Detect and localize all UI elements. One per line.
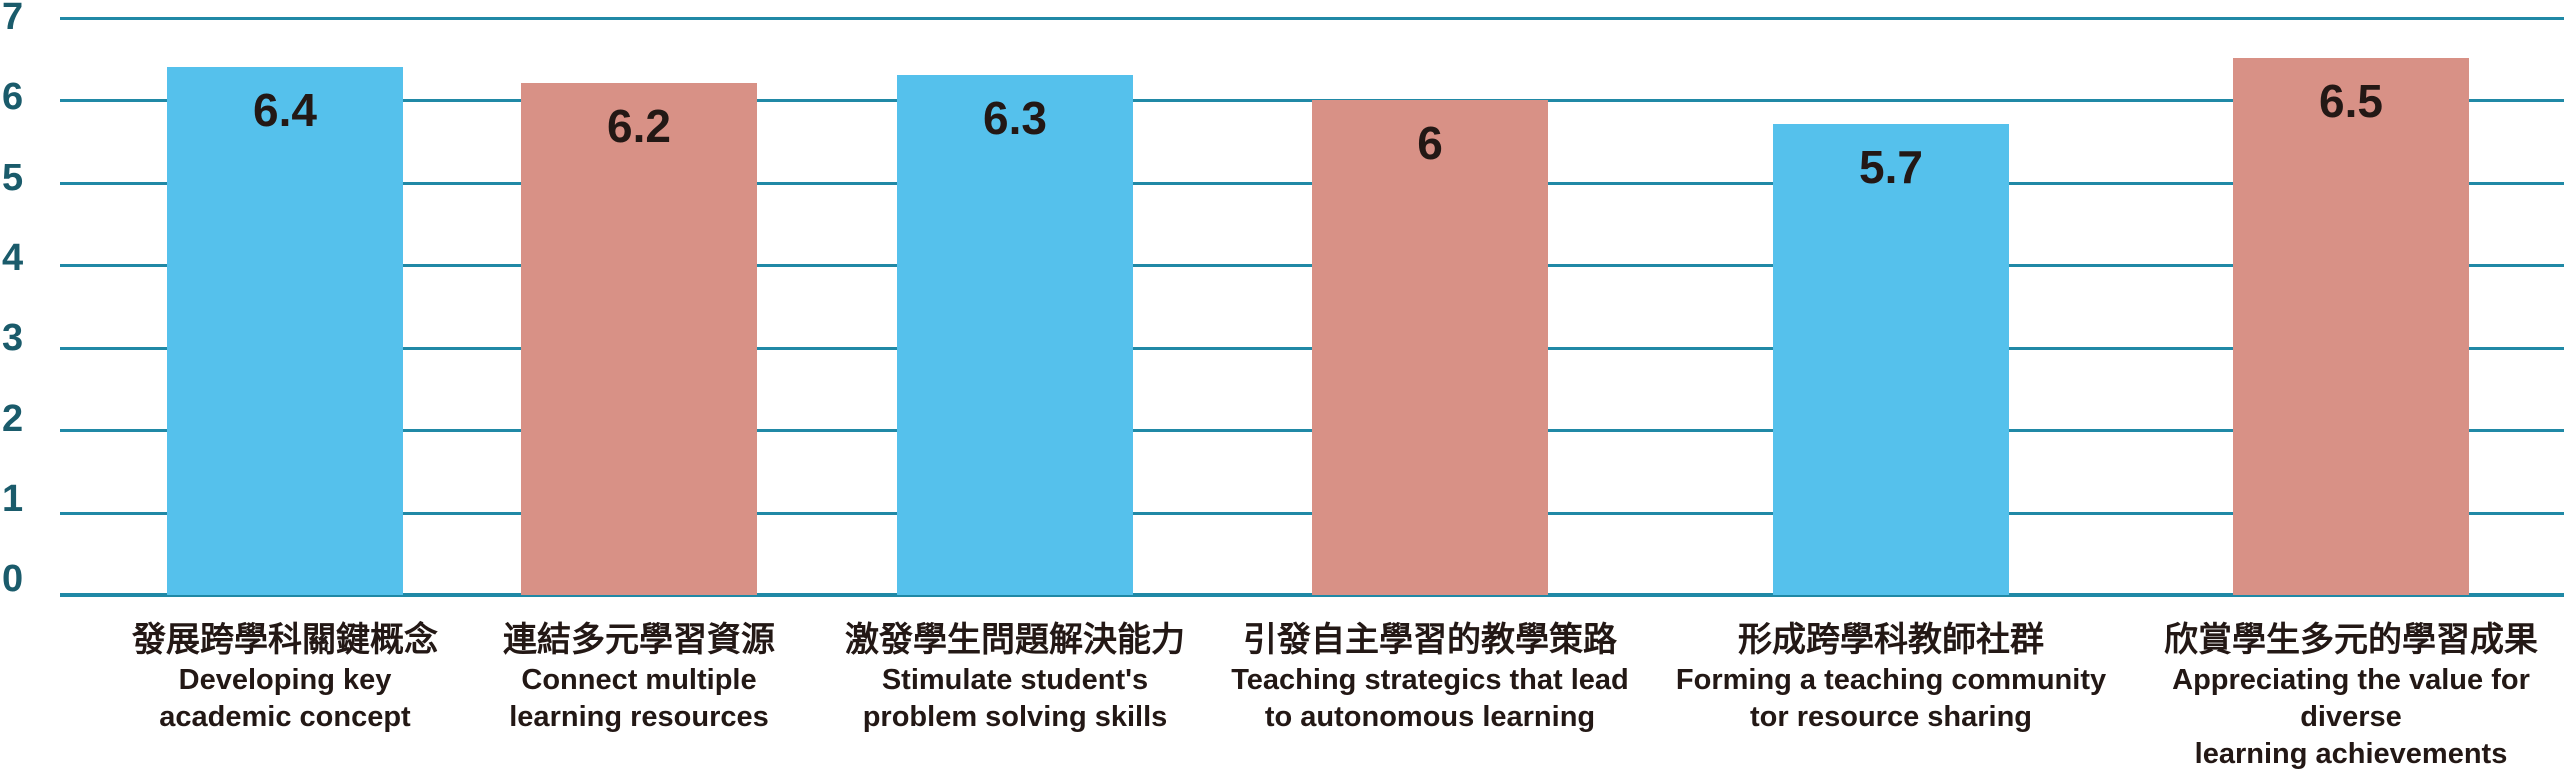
bar-value-label: 6.3 — [983, 91, 1047, 144]
category-label-en: Connect multiple — [521, 664, 757, 696]
category-label: 發展跨學科關鍵概念 Developing key academic concep… — [55, 618, 515, 736]
category-label-en: problem solving skills — [862, 701, 1168, 733]
x-axis-line — [60, 593, 2564, 597]
category-label-en: Stimulate student's — [881, 664, 1149, 696]
category-label: 激發學生問題解決能力 Stimulate student's problem s… — [785, 618, 1245, 736]
y-axis-tick-label: 0 — [2, 558, 24, 600]
bar-value-label: 6.5 — [2319, 75, 2383, 128]
bar: 5.7 — [1773, 124, 2009, 595]
category-label-en: Teaching strategics that lead — [1231, 664, 1629, 696]
plot-area: 7 6 5 4 3 2 1 0 6.4 6.2 6.3 6 5.7 6.5 — [0, 0, 2574, 600]
y-axis-tick-label: 7 — [2, 0, 24, 38]
bar: 6 — [1312, 99, 1548, 595]
category-label: 連結多元學習資源 Connect multiple learning resou… — [409, 618, 869, 736]
bar-value-label: 6.4 — [253, 83, 317, 136]
bar-value-label: 6 — [1417, 116, 1443, 169]
category-label: 欣賞學生多元的學習成果 Appreciating the value for d… — [2121, 618, 2574, 773]
category-label-zh: 引發自主學習的教學策路 — [1243, 621, 1617, 659]
bar: 6.3 — [897, 74, 1133, 595]
category-label-en: tor resource sharing — [1749, 701, 2033, 733]
category-label-zh: 激發學生問題解決能力 — [845, 621, 1185, 659]
category-label-en: Appreciating the value for diverse — [2172, 664, 2530, 733]
category-label-zh: 欣賞學生多元的學習成果 — [2164, 621, 2538, 659]
y-axis-tick-label: 3 — [2, 317, 24, 359]
gridline — [60, 17, 2564, 20]
bar: 6.2 — [521, 83, 757, 595]
bar: 6.5 — [2233, 58, 2469, 595]
bar: 6.4 — [167, 66, 403, 595]
category-label-en: Forming a teaching community — [1675, 664, 2107, 696]
category-label-en: to autonomous learning — [1264, 701, 1596, 733]
bar-value-label: 6.2 — [607, 100, 671, 153]
y-axis-tick-label: 1 — [2, 478, 24, 520]
y-axis-tick-label: 2 — [2, 398, 24, 440]
category-label: 形成跨學科教師社群 Forming a teaching community t… — [1661, 618, 2121, 736]
y-axis-tick-label: 6 — [2, 76, 24, 118]
y-axis-tick-label: 5 — [2, 157, 24, 199]
category-label-zh: 連結多元學習資源 — [503, 621, 775, 659]
category-label-en: Developing key — [178, 664, 392, 696]
category-label-zh: 形成跨學科教師社群 — [1738, 621, 2044, 659]
category-label-zh: 發展跨學科關鍵概念 — [132, 621, 438, 659]
category-label: 引發自主學習的教學策路 Teaching strategics that lea… — [1200, 618, 1660, 736]
y-axis-tick-label: 4 — [2, 237, 24, 279]
category-label-en: learning achievements — [2194, 738, 2508, 770]
category-label-en: learning resources — [509, 701, 769, 733]
bar-value-label: 5.7 — [1859, 141, 1923, 194]
category-label-en: academic concept — [159, 701, 411, 733]
